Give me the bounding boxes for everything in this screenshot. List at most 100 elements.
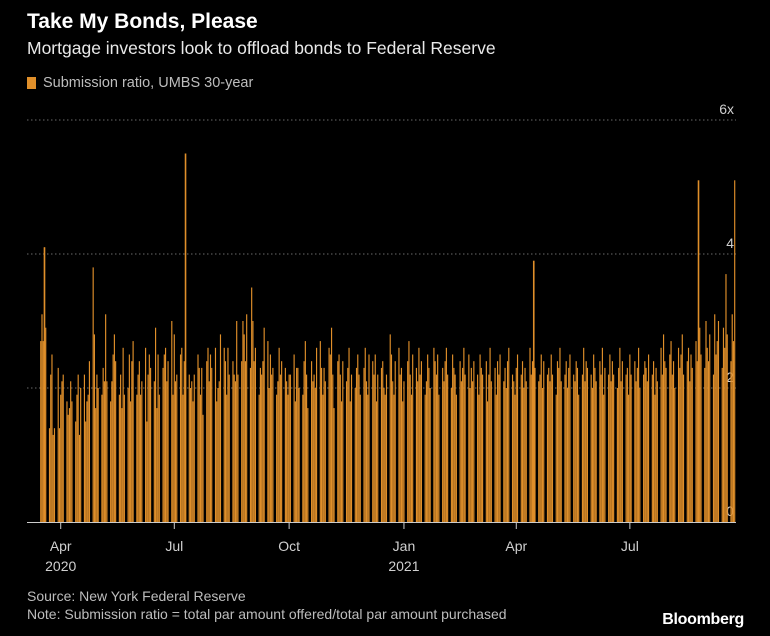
bar — [306, 374, 308, 522]
bar — [358, 374, 360, 522]
bar — [454, 374, 456, 522]
bar — [630, 374, 632, 522]
bar — [660, 347, 662, 522]
bar — [262, 361, 264, 522]
bar — [312, 381, 314, 522]
bar — [173, 334, 175, 522]
bar — [546, 374, 549, 522]
bar — [469, 388, 471, 522]
bar — [251, 287, 253, 522]
bar — [569, 354, 571, 522]
bar — [450, 388, 452, 522]
bar — [263, 327, 265, 522]
bar — [202, 414, 204, 522]
bar — [629, 354, 631, 522]
bar — [51, 354, 53, 522]
bar — [322, 394, 324, 522]
bar — [601, 347, 603, 522]
bar — [400, 367, 403, 522]
bar — [434, 361, 436, 522]
bar — [111, 381, 113, 522]
bar — [437, 354, 439, 522]
bar — [513, 381, 515, 522]
bar — [418, 347, 420, 522]
bar — [558, 367, 560, 522]
bar — [289, 374, 291, 522]
bar — [586, 367, 588, 522]
bar — [654, 394, 656, 522]
bar — [382, 361, 384, 522]
bar — [704, 367, 706, 522]
bar — [141, 381, 143, 522]
bar — [651, 374, 653, 522]
bar — [329, 354, 331, 522]
bar — [70, 381, 72, 522]
bar — [463, 347, 465, 522]
bar — [271, 374, 273, 522]
x-tick-year-label: 2021 — [388, 558, 419, 574]
bar — [158, 394, 160, 522]
bar — [539, 374, 541, 522]
bar — [259, 367, 261, 522]
bar — [530, 374, 532, 522]
bar — [608, 374, 610, 522]
bar — [118, 394, 120, 522]
bar — [385, 374, 388, 522]
bar — [726, 334, 728, 522]
bar — [338, 354, 340, 522]
bar — [321, 367, 323, 522]
bar — [95, 408, 97, 522]
bar — [531, 361, 534, 522]
bar — [611, 361, 613, 522]
bar — [600, 374, 602, 522]
bar — [176, 374, 178, 522]
bar — [417, 381, 419, 522]
x-tick-label: Oct — [278, 538, 300, 554]
bar — [293, 354, 295, 522]
bar — [626, 367, 628, 522]
bar — [164, 347, 167, 522]
bar — [224, 361, 227, 522]
bar — [662, 334, 665, 522]
bar — [689, 381, 691, 522]
bar — [470, 367, 472, 522]
bar — [639, 388, 641, 522]
bar — [594, 367, 596, 522]
bar — [75, 421, 77, 522]
bar — [77, 374, 79, 522]
bar — [207, 347, 209, 522]
bar — [635, 381, 637, 522]
bar — [427, 354, 429, 522]
bar — [503, 381, 505, 522]
bar — [392, 381, 394, 522]
bar — [147, 374, 149, 522]
bar — [106, 381, 108, 522]
bar — [590, 374, 592, 522]
bar — [686, 361, 688, 522]
bar — [438, 394, 440, 522]
bar — [191, 381, 193, 522]
bar — [453, 367, 455, 522]
bar — [199, 394, 202, 522]
bar — [267, 341, 269, 522]
bar — [136, 394, 138, 522]
bar — [479, 354, 481, 522]
bar — [311, 361, 313, 522]
bar — [548, 367, 550, 522]
bar — [298, 388, 300, 522]
bar — [226, 394, 228, 522]
y-tick-label: 4 — [726, 235, 734, 251]
bar — [58, 428, 61, 522]
bar — [566, 388, 569, 522]
bar — [332, 374, 334, 522]
bar — [60, 394, 62, 522]
bar — [674, 388, 676, 522]
bar — [499, 354, 501, 522]
bar — [687, 347, 690, 522]
bar — [372, 361, 374, 522]
bar — [584, 381, 586, 522]
bar — [534, 367, 536, 522]
bar — [508, 347, 510, 522]
bar — [363, 367, 365, 522]
bar — [478, 394, 480, 522]
